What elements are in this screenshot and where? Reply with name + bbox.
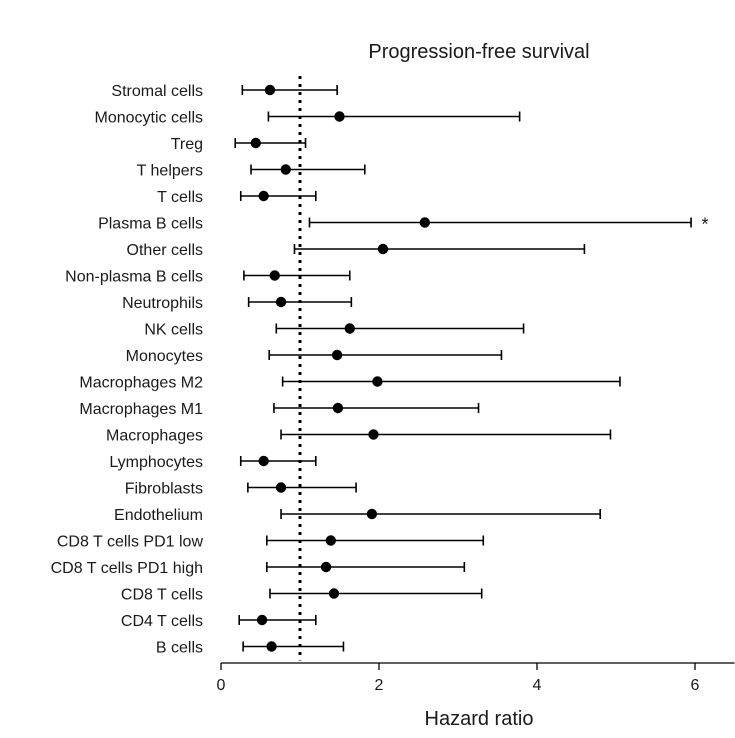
row-label: CD4 T cells [121, 613, 203, 630]
chart-title: Progression-free survival [368, 41, 589, 63]
row-label: CD8 T cells PD1 low [57, 534, 204, 551]
x-axis: 0 2 4 6 [217, 662, 735, 694]
hazard-ratio-point [320, 561, 332, 573]
significance-marker: * [702, 215, 709, 235]
x-tick-label: 2 [375, 677, 384, 694]
x-axis-title: Hazard ratio [425, 708, 534, 730]
row-label: Lymphocytes [109, 454, 203, 471]
row-monocytes: Monocytes [126, 348, 503, 365]
row-label: Other cells [127, 242, 203, 259]
hazard-ratio-point [372, 376, 383, 387]
row-macrophages-m2: Macrophages M2 [79, 375, 621, 392]
row-endothelium: Endothelium [114, 507, 602, 524]
row-treg: Treg [171, 136, 307, 153]
row-label: Non-plasma B cells [65, 269, 203, 286]
x-tick-label: 6 [691, 677, 700, 694]
row-label: CD8 T cells [121, 587, 203, 604]
row-label: T helpers [137, 163, 203, 180]
row-label: Treg [171, 136, 203, 153]
row-label: Monocytic cells [95, 110, 203, 127]
row-fibroblasts: Fibroblasts [125, 481, 357, 498]
hazard-ratio-point [275, 482, 287, 493]
row-cd8-t-cells-pd1-high: CD8 T cells PD1 high [51, 560, 466, 577]
row-label: Endothelium [114, 507, 203, 524]
hazard-ratio-point [328, 588, 340, 599]
row-monocytic-cells: Monocytic cells [95, 110, 521, 127]
row-b-cells: B cells [156, 640, 345, 657]
hazard-ratio-point [368, 429, 379, 440]
row-label: Macrophages M1 [79, 401, 203, 418]
row-label: NK cells [144, 322, 203, 339]
row-nk-cells: NK cells [144, 322, 525, 339]
hazard-ratio-point [419, 217, 431, 228]
hazard-ratio-point [325, 535, 337, 546]
hazard-ratio-point [275, 296, 287, 308]
hazard-ratio-point [344, 323, 355, 334]
row-cd8-t-cells-pd1-low: CD8 T cells PD1 low [57, 534, 485, 551]
hazard-ratio-point [332, 402, 344, 414]
hazard-ratio-point [256, 614, 268, 626]
row-macrophages-m1: Macrophages M1 [79, 401, 480, 418]
row-lymphocytes: Lymphocytes [109, 454, 317, 471]
row-cd8-t-cells: CD8 T cells [121, 587, 483, 604]
hazard-ratio-point [266, 641, 277, 652]
row-label: Macrophages [106, 428, 203, 445]
hazard-ratio-point [334, 111, 345, 122]
rows-layer: Stromal cells Monocytic cells Treg T helper… [51, 83, 709, 657]
row-neutrophils: Neutrophils [122, 295, 353, 312]
hazard-ratio-point [377, 243, 389, 255]
row-other-cells: Other cells [127, 242, 586, 259]
x-tick-label: 0 [217, 677, 226, 694]
hazard-ratio-point [258, 190, 269, 202]
row-t-cells: T cells [157, 189, 317, 206]
row-plasma-b-cells: Plasma B cells * [98, 215, 708, 235]
hazard-ratio-point [280, 164, 291, 175]
row-macrophages: Macrophages [106, 428, 612, 445]
row-label: T cells [157, 189, 203, 206]
row-label: Stromal cells [111, 83, 203, 100]
row-label: Fibroblasts [125, 481, 203, 498]
hazard-ratio-point [269, 270, 280, 281]
hazard-ratio-point [331, 349, 343, 361]
row-label: Plasma B cells [98, 216, 203, 233]
row-stromal-cells: Stromal cells [111, 83, 338, 100]
row-non-plasma-b-cells: Non-plasma B cells [65, 269, 351, 286]
row-t-helpers: T helpers [137, 163, 366, 180]
row-label: Monocytes [126, 348, 203, 365]
row-label: CD8 T cells PD1 high [51, 560, 203, 577]
x-tick-label: 4 [533, 677, 542, 694]
row-label: Neutrophils [122, 295, 203, 312]
hazard-ratio-point [366, 508, 378, 520]
row-label: B cells [156, 640, 203, 657]
row-cd4-t-cells: CD4 T cells [121, 613, 317, 630]
hazard-ratio-point [264, 84, 276, 96]
hazard-ratio-point [250, 137, 261, 149]
row-label: Macrophages M2 [79, 375, 203, 392]
hazard-ratio-point [258, 455, 269, 467]
